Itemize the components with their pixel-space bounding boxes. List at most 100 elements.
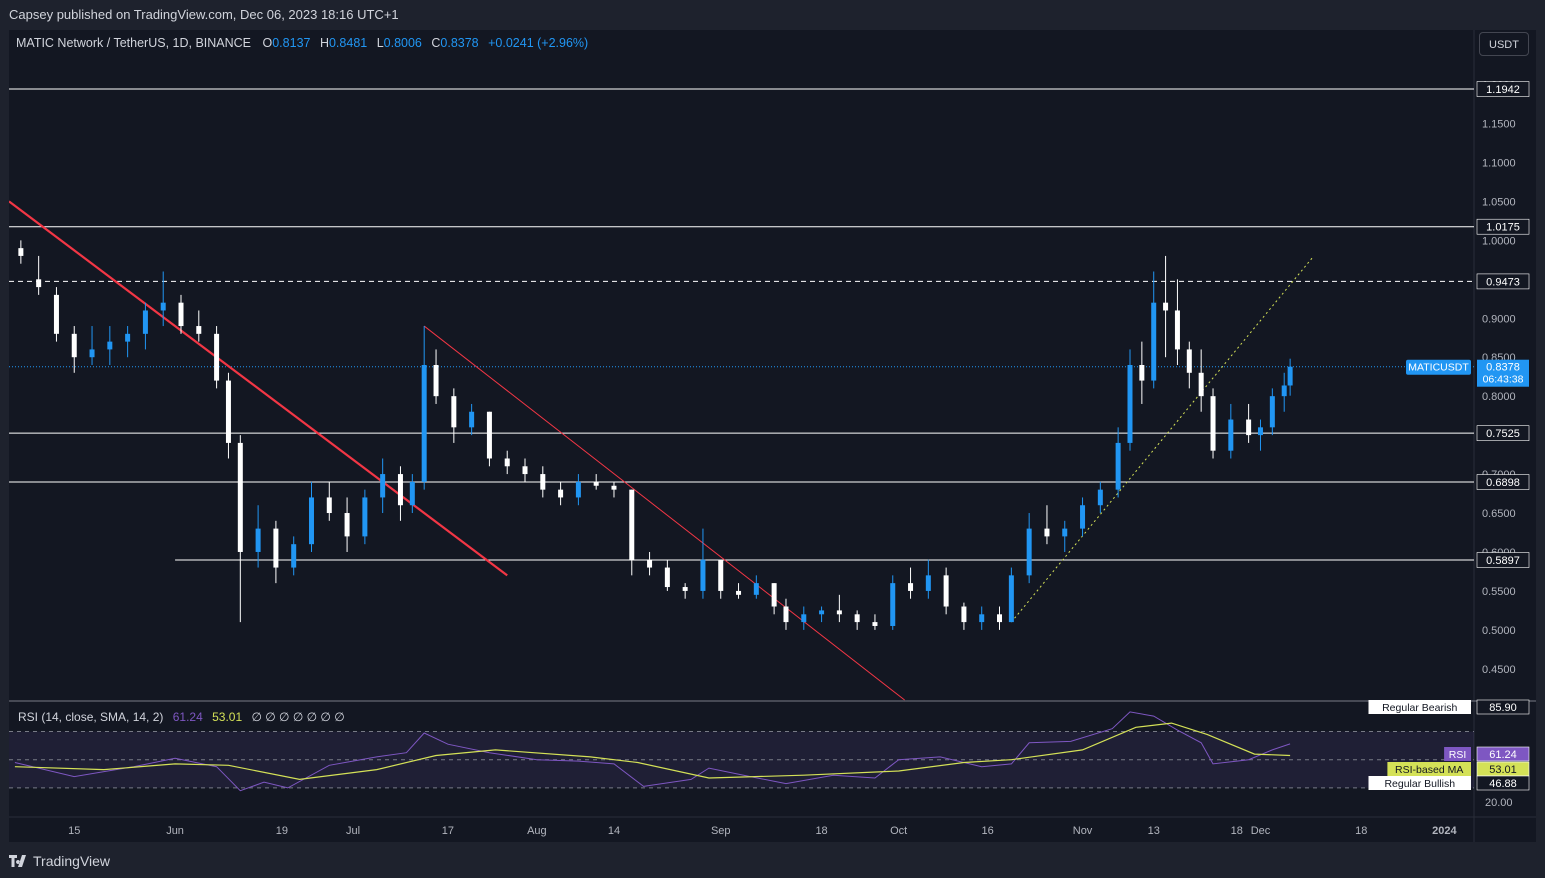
publisher-info: Capsey published on TradingView.com, Dec… xyxy=(9,7,399,22)
tradingview-brand: TradingView xyxy=(9,848,110,874)
candle-body xyxy=(53,294,59,334)
candle-body xyxy=(71,333,77,358)
level-price-tag: 0.9473 xyxy=(1476,273,1530,290)
candle-body xyxy=(1008,575,1014,623)
level-price-tag-box xyxy=(1476,474,1530,490)
price-tick-label: 1.1000 xyxy=(1482,157,1516,169)
rsi-line xyxy=(14,711,1291,792)
rsi-legend-value: 61.24 xyxy=(173,710,203,724)
low-label: L xyxy=(377,36,384,50)
price-tick-label: 1.0500 xyxy=(1482,196,1516,208)
open-value: 0.8137 xyxy=(272,36,310,50)
tradingview-brand-text: TradingView xyxy=(33,853,111,869)
time-tick-label: 2024 xyxy=(1432,825,1457,837)
candle-body xyxy=(36,279,42,288)
price-tick-label: 0.6500 xyxy=(1482,508,1516,520)
rsi-ma-value-text: 53.01 xyxy=(1489,764,1517,776)
candle-body xyxy=(1097,489,1103,506)
candle-body xyxy=(326,497,332,514)
level-price-tag-text: 0.5897 xyxy=(1486,555,1520,567)
candle-body xyxy=(664,567,670,588)
current-price-box xyxy=(1477,359,1529,387)
candle-body xyxy=(1228,419,1234,451)
candle-body xyxy=(362,497,368,537)
candle-body xyxy=(854,614,860,623)
currency-button[interactable]: USDT xyxy=(1479,32,1529,56)
candle-body xyxy=(89,349,95,358)
regular-bearish-name-text: Regular Bearish xyxy=(1382,702,1457,714)
trendline-dotted xyxy=(1010,255,1315,623)
level-price-tag-text: 0.7525 xyxy=(1486,428,1520,440)
level-price-tag-text: 0.9473 xyxy=(1486,276,1520,288)
rsi-na-values: ∅ ∅ ∅ ∅ ∅ ∅ ∅ xyxy=(251,710,344,724)
rsi-ma-line xyxy=(14,722,1291,781)
candle-body xyxy=(421,365,427,482)
candle-body xyxy=(504,458,510,467)
time-tick-label: Jun xyxy=(166,825,184,837)
candle-body xyxy=(469,411,475,428)
candle-body xyxy=(961,606,967,623)
time-tick-label: 15 xyxy=(68,825,80,837)
level-price-tag-text: 0.6898 xyxy=(1486,477,1520,489)
candle-body xyxy=(700,559,706,591)
price-tick-label: 0.4500 xyxy=(1482,664,1516,676)
candle-body xyxy=(451,396,457,428)
candle-body xyxy=(647,559,653,568)
time-tick-label: Sep xyxy=(711,825,731,837)
time-tick-label: 18 xyxy=(1355,825,1367,837)
level-price-tag: 0.6898 xyxy=(1476,474,1530,490)
candle-body xyxy=(908,583,914,591)
low-value: 0.8006 xyxy=(384,36,422,50)
regular-bearish-value-text: 85.90 xyxy=(1489,702,1517,714)
level-price-tag: 1.1942 xyxy=(1476,81,1530,97)
candle-body xyxy=(522,466,528,475)
candle-body xyxy=(611,485,617,490)
candle-body xyxy=(1026,528,1032,576)
candle-body xyxy=(1246,419,1252,436)
candle-body xyxy=(593,481,599,486)
high-value: 0.8481 xyxy=(329,36,367,50)
open-label: O xyxy=(263,36,273,50)
candle-body xyxy=(178,302,184,327)
candle-body xyxy=(225,380,231,443)
time-tick-label: 14 xyxy=(608,825,620,837)
rsi-legend-label: RSI (14, close, SMA, 14, 2) xyxy=(18,710,163,724)
trendline-thin xyxy=(423,325,905,701)
level-price-tag-box xyxy=(1476,273,1530,290)
candle-body xyxy=(273,528,279,568)
rsi-ma-legend-value: 53.01 xyxy=(212,710,242,724)
candle-body xyxy=(771,583,777,607)
price-tick-label: 1.0000 xyxy=(1482,235,1516,247)
price-tick-label: 0.5500 xyxy=(1482,586,1516,598)
level-price-tag: 1.0175 xyxy=(1476,218,1530,235)
level-price-tag: 0.7525 xyxy=(1476,425,1530,441)
svg-text:RSI (14, close, SMA, 14, 2): RSI (14, close, SMA, 14, 2) 61.24 53.01 … xyxy=(18,710,345,724)
time-tick-label: Oct xyxy=(890,825,907,837)
candle-body xyxy=(291,544,297,568)
candle-body xyxy=(783,606,789,623)
candle-body xyxy=(214,333,220,381)
regular-bullish-name-box xyxy=(1368,776,1471,790)
rsi-tick-label: 20.00 xyxy=(1485,797,1513,809)
candle-body xyxy=(107,341,113,350)
time-tick-label: 17 xyxy=(442,825,454,837)
candle-body xyxy=(125,333,131,342)
candle-body xyxy=(753,583,759,595)
close-label: C xyxy=(431,36,440,50)
chart-canvas[interactable]: 1.25001.20001.15001.10001.05001.00000.95… xyxy=(8,30,1536,842)
time-tick-label: Aug xyxy=(527,825,547,837)
candle-body xyxy=(1269,396,1275,428)
candle-body xyxy=(196,326,202,334)
candle-body xyxy=(1287,366,1293,386)
time-tick-label: Nov xyxy=(1073,825,1093,837)
regular-bullish-value-box xyxy=(1476,775,1530,791)
candle-body xyxy=(160,302,166,311)
countdown-text: 06:43:38 xyxy=(1483,374,1524,386)
candle-body xyxy=(1127,365,1133,443)
candle-body xyxy=(736,590,742,595)
candle-body xyxy=(1044,528,1050,537)
rsi-band-fill xyxy=(9,731,1474,788)
current-price-text: 0.8378 xyxy=(1486,362,1520,374)
time-tick-label: Dec xyxy=(1251,825,1271,837)
candle-body xyxy=(1139,365,1145,381)
